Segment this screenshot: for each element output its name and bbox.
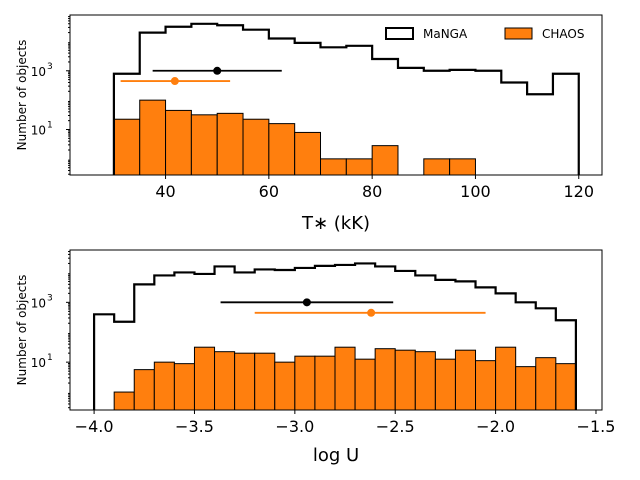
legend: MaNGA CHAOS [385,27,584,41]
legend-label-chaos: CHAOS [542,27,584,41]
ionization-chaos-bar [414,351,436,411]
temperature-plot-marks [112,22,580,176]
temperature-chaos-bar [165,109,192,176]
legend-swatch-chaos [504,27,533,40]
temperature-chaos-bar [216,112,244,176]
temperature-chaos-bar [139,99,167,176]
temperature-y-tick-label: 10 [31,65,46,79]
ionization-x-tick-label: −2.5 [376,417,415,436]
ionization-chaos-bar [133,369,155,411]
ionization-chaos-bar [454,349,477,411]
ionization-y-tick-label: 10 [31,356,46,370]
ionization-y-tick-exponent: 3 [47,293,53,303]
temperature-y-axis-label: Number of objects [15,40,29,151]
temperature-y-tick-exponent: 1 [47,120,53,130]
ionization-chaos-bar [294,355,316,411]
temperature-chaos-bar [190,114,218,176]
temperature-axes-frame [69,14,603,176]
temperature-y-tick-label: 10 [31,123,46,137]
ionization-axes-frame [69,249,603,411]
temperature-x-tick-label: 120 [563,182,594,201]
temperature-chaos-bar [294,131,322,176]
ionization-plot-marks [92,262,578,411]
ionization-x-tick-label: −1.5 [577,417,616,436]
temperature-chaos-bar [268,123,296,176]
ionization-chaos-bar [314,355,336,411]
ionization-y-tick-label: 10 [31,296,46,310]
ionization-chaos-bar [495,346,517,411]
temperature-manga-step-line [112,22,580,175]
ionization-x-axis-label: log U [313,445,359,466]
ionization-chaos-bar [173,363,195,411]
ionization-chaos-bar [555,363,577,411]
ionization-x-tick-label: −3.5 [175,417,214,436]
ionization-chaos-bar [274,361,296,411]
legend-swatch-manga [385,27,414,40]
temperature-chaos-bar [423,158,451,176]
ionization-chaos-bar [535,357,557,411]
ionization-x-tick-label: −3.0 [275,417,314,436]
temperature-x-tick-label: 40 [155,182,175,201]
ionization-chaos-bar [475,360,497,411]
temperature-x-tick-label: 80 [362,182,382,201]
temperature-x-tick-label: 60 [259,182,279,201]
temperature-chaos-bar [242,118,270,176]
temperature-manga-median-point [213,66,222,75]
ionization-chaos-median-point [367,308,376,317]
ionization-chaos-bar [354,358,376,411]
temperature-y-tick-exponent: 3 [47,62,53,72]
temperature-chaos-bar [449,158,476,176]
temperature-x-tick-label: 100 [460,182,491,201]
ionization-chaos-bar [193,346,216,411]
ionization-chaos-bar [434,358,456,411]
temperature-chaos-bar [371,145,399,176]
temperature-chaos-median-point [170,77,179,86]
ionization-chaos-bar [113,391,135,411]
temperature-chaos-bar [113,118,141,176]
ionization-x-tick-label: −2.0 [476,417,515,436]
ionization-chaos-bar [153,361,175,411]
ionization-y-axis-label: Number of objects [15,275,29,386]
temperature-x-axis-label: T∗ (kK) [301,213,370,234]
ionization-chaos-bar [254,352,276,411]
ionization-y-tick-exponent: 1 [47,353,53,363]
ionization-chaos-bar [234,352,256,411]
ionization-x-tick-label: −4.0 [75,417,114,436]
legend-label-manga: MaNGA [423,27,468,41]
temperature-chaos-bar [320,158,347,176]
ionization-manga-step-line [92,262,578,410]
ionization-chaos-bar [515,366,537,411]
ionization-manga-median-point [302,298,311,307]
ionization-chaos-bar [334,346,356,411]
ionization-chaos-bar [214,351,236,411]
ionization-chaos-bar [374,348,396,411]
temperature-chaos-bar [345,158,373,176]
ionization-chaos-bar [394,349,416,411]
